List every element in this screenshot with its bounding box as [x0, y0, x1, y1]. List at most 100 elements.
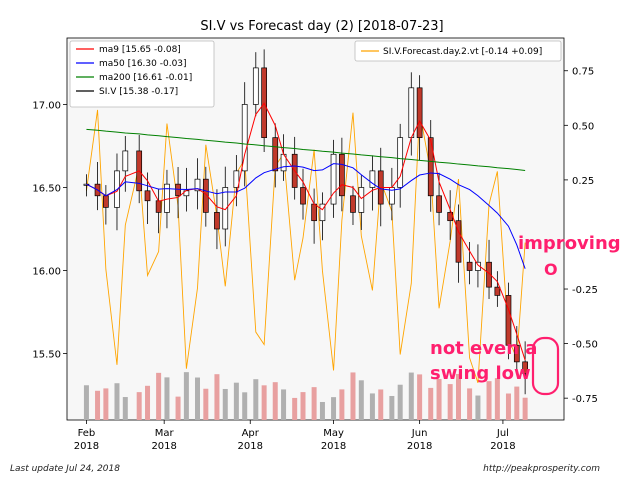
candle-body	[416, 87, 423, 139]
candle-body	[194, 178, 201, 192]
x-axis: Feb 2018 Mar 2018 Apr 2018 May 2018 Jun 2018 Jul 20…	[74, 420, 516, 452]
volume-bar	[350, 372, 356, 420]
candle-body	[155, 200, 162, 213]
volume-bar	[447, 384, 453, 420]
highlight-oval	[531, 336, 560, 396]
volume-bar	[203, 388, 209, 420]
volume-bar	[389, 395, 395, 420]
annotation-not-even-a: not even a	[430, 338, 537, 359]
volume-bar	[436, 378, 442, 420]
candle-body	[408, 87, 415, 139]
volume-bar	[222, 388, 228, 420]
x-tick-label-year: 2018	[238, 441, 263, 452]
footer-last-update: Last update Jul 24, 2018	[10, 464, 120, 474]
annotation-improving: improving	[518, 233, 621, 254]
candle-body	[202, 178, 209, 213]
left-y-axis: 15.50 16.00 16.50 17.00	[32, 100, 67, 361]
candle-body	[339, 153, 345, 197]
volume-bar	[467, 388, 473, 420]
right-tick-label: -0.25	[572, 285, 598, 296]
candle-body	[369, 170, 376, 188]
volume-bar	[194, 377, 200, 420]
candle-body	[319, 203, 326, 222]
volume-bar	[522, 397, 528, 420]
volume-bar	[378, 389, 384, 420]
candle-body	[358, 187, 365, 213]
volume-bar	[339, 389, 345, 420]
left-tick-label: 16.50	[32, 183, 61, 194]
volume-bar	[397, 384, 403, 420]
candle-body	[455, 220, 462, 263]
volume-bar	[261, 385, 267, 420]
volume-bar	[156, 372, 162, 420]
candle-body	[486, 261, 492, 288]
x-tick-label-year: 2018	[490, 441, 515, 452]
x-tick-label-year: 2018	[407, 441, 432, 452]
left-tick-label: 16.00	[32, 267, 61, 278]
volume-bar	[164, 377, 170, 420]
right-tick-label: 0.75	[572, 67, 594, 78]
volume-bar	[417, 374, 423, 420]
legend-left-label: ma50 [16.30 -0.03]	[99, 59, 187, 69]
candle-body	[252, 67, 259, 105]
right-tick-label: 0.50	[572, 121, 594, 132]
volume-bar	[505, 393, 511, 420]
candle-body	[222, 187, 229, 230]
annotation-o: O	[544, 260, 558, 279]
volume-bar	[83, 385, 89, 420]
volume-bar	[122, 397, 128, 420]
ma200-line	[86, 128, 526, 171]
legend-left-label: ma200 [16.61 -0.01]	[99, 73, 192, 83]
x-tick-label-year: 2018	[151, 441, 176, 452]
candle-body	[103, 195, 109, 208]
volume-bar	[369, 393, 375, 420]
candle-body	[272, 137, 279, 172]
volume-bar	[358, 380, 364, 420]
annotations: improving O not even a swing low	[430, 233, 621, 396]
candle-body	[505, 295, 512, 346]
x-tick-label: Mar	[155, 428, 175, 439]
left-tick-label: 17.00	[32, 100, 61, 111]
x-tick-label: Feb	[78, 428, 96, 439]
candle-body	[397, 137, 404, 188]
legend-right: SI.V.Forecast.day.2.vt [-0.14 +0.09]	[354, 40, 562, 62]
candle-body	[522, 361, 528, 374]
x-tick-label: Jun	[411, 428, 428, 439]
left-tick-label: 15.50	[32, 350, 61, 361]
volume-bar	[114, 383, 120, 420]
chart-title: SI.V vs Forecast day (2) [2018-07-23]	[200, 19, 443, 34]
x-tick-label-year: 2018	[321, 441, 346, 452]
volume-bars	[83, 372, 528, 420]
volume-bar	[175, 396, 181, 420]
candle-body	[330, 153, 337, 205]
candle-body	[513, 344, 520, 363]
x-tick-label: May	[323, 428, 344, 439]
ma9-line	[86, 102, 526, 361]
candle-body	[350, 195, 356, 213]
candle-body	[175, 183, 181, 197]
right-tick-label: -0.50	[572, 340, 598, 351]
ma50-line	[86, 163, 526, 269]
candle-body	[300, 187, 306, 205]
volume-bar	[319, 401, 325, 420]
candle-body	[436, 195, 442, 213]
volume-bar	[428, 387, 434, 420]
volume-bar	[331, 397, 337, 420]
volume-bar	[408, 372, 414, 420]
volume-bar	[514, 386, 520, 420]
right-tick-label: 0.25	[572, 176, 594, 187]
volume-bar	[300, 392, 306, 420]
right-tick-label: -0.75	[572, 394, 598, 405]
volume-bar	[311, 387, 317, 420]
moving-averages	[86, 102, 526, 361]
volume-bar	[103, 388, 109, 420]
candle-body	[233, 170, 240, 188]
x-tick-label: Apr	[242, 428, 260, 439]
volume-bar	[183, 372, 189, 420]
candle-body	[122, 150, 129, 172]
candle-body	[494, 286, 501, 296]
candle-body	[144, 190, 151, 202]
volume-bar	[281, 389, 287, 420]
annotation-swing-low: swing low	[430, 363, 531, 384]
